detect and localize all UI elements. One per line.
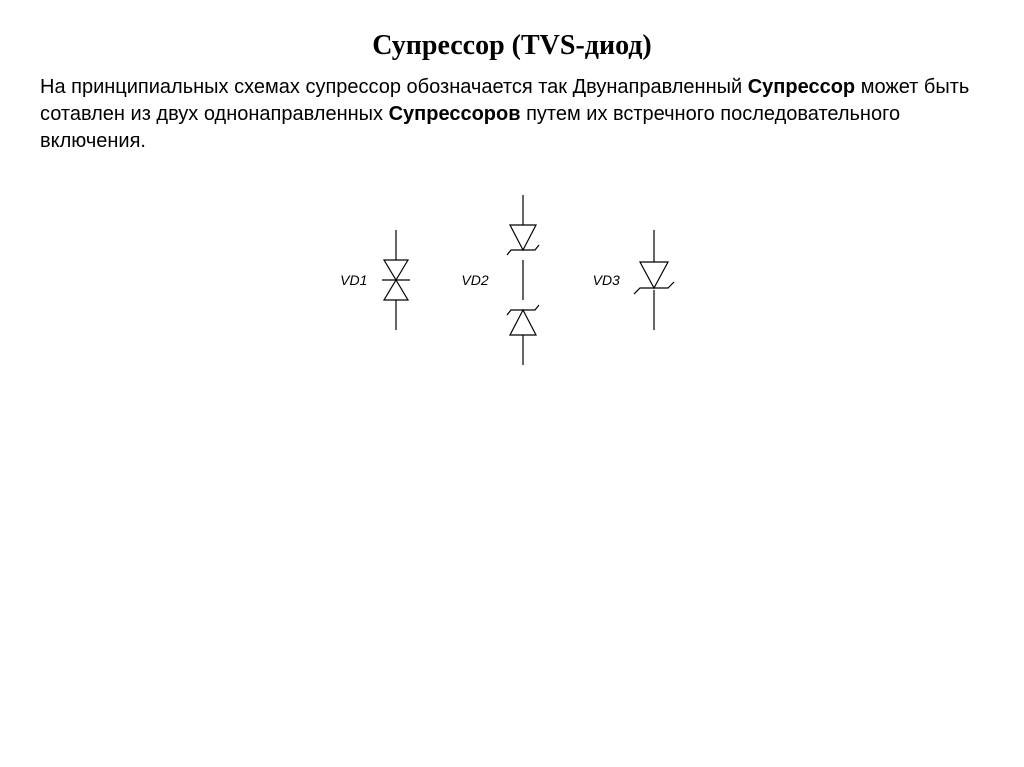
symbol-vd2: VD2 bbox=[461, 195, 552, 365]
page-title: Супрессор (TVS-диод) bbox=[40, 30, 984, 62]
desc-bold2: Супрессоров bbox=[389, 103, 521, 125]
vd3-label: VD3 bbox=[593, 272, 620, 288]
symbol-vd3: VD3 bbox=[593, 230, 684, 330]
diagram-container: VD1 VD2 bbox=[40, 195, 984, 365]
description-text: На принципиальных схемах супрессор обозн… bbox=[40, 74, 984, 155]
tvs-series-pair-icon bbox=[493, 195, 553, 365]
desc-bold1: Супрессор bbox=[748, 76, 855, 98]
symbol-vd1: VD1 bbox=[340, 230, 421, 330]
vd1-label: VD1 bbox=[340, 272, 367, 288]
tvs-bidirectional-icon bbox=[371, 230, 421, 330]
vd2-label: VD2 bbox=[461, 272, 488, 288]
desc-part1: На принципиальных схемах супрессор обозн… bbox=[40, 76, 748, 98]
tvs-unidirectional-icon bbox=[624, 230, 684, 330]
